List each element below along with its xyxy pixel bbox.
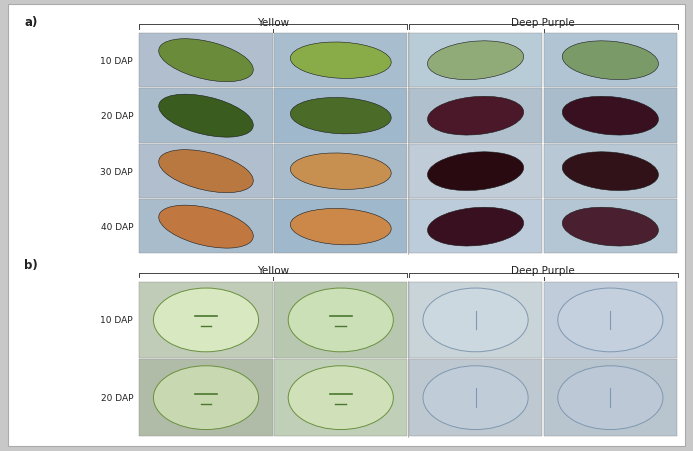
Text: b): b) (24, 258, 38, 271)
Bar (409, 282, 543, 358)
Bar (543, 144, 677, 198)
Text: a): a) (24, 16, 37, 29)
Bar (543, 89, 677, 143)
Bar (274, 34, 407, 88)
Ellipse shape (428, 208, 524, 246)
Bar (409, 359, 543, 436)
Bar (139, 34, 273, 88)
Ellipse shape (558, 366, 663, 430)
Ellipse shape (159, 95, 253, 138)
Ellipse shape (290, 98, 391, 134)
FancyBboxPatch shape (8, 5, 685, 446)
Ellipse shape (159, 150, 253, 193)
Bar (139, 282, 273, 358)
Ellipse shape (159, 40, 253, 83)
Ellipse shape (428, 152, 524, 191)
Ellipse shape (288, 288, 394, 352)
Ellipse shape (290, 43, 391, 79)
Bar (543, 200, 677, 254)
Bar (409, 144, 543, 198)
Ellipse shape (562, 97, 658, 136)
Ellipse shape (290, 154, 391, 190)
Text: Deep Purple: Deep Purple (511, 18, 574, 28)
Bar (274, 200, 407, 254)
Bar (409, 34, 543, 88)
Ellipse shape (428, 97, 524, 136)
Ellipse shape (558, 288, 663, 352)
Bar (274, 144, 407, 198)
Ellipse shape (423, 288, 528, 352)
Text: Deep Purple: Deep Purple (511, 265, 574, 275)
Ellipse shape (428, 42, 524, 80)
Text: 10 DAP: 10 DAP (100, 316, 133, 325)
Bar (543, 359, 677, 436)
Bar (409, 200, 543, 254)
Bar (543, 282, 677, 358)
Text: Yellow: Yellow (257, 18, 290, 28)
Bar (139, 89, 273, 143)
Bar (274, 282, 407, 358)
Bar (409, 89, 543, 143)
Ellipse shape (562, 152, 658, 191)
Ellipse shape (423, 366, 528, 430)
Text: 10 DAP: 10 DAP (100, 56, 133, 65)
Ellipse shape (290, 209, 391, 245)
Text: Yellow: Yellow (257, 265, 290, 275)
Bar (274, 359, 407, 436)
Ellipse shape (288, 366, 394, 430)
Ellipse shape (562, 42, 658, 80)
Bar (274, 89, 407, 143)
Ellipse shape (562, 208, 658, 246)
Ellipse shape (159, 206, 253, 249)
Bar (139, 359, 273, 436)
Text: 40 DAP: 40 DAP (100, 223, 133, 232)
Bar (139, 200, 273, 254)
Ellipse shape (153, 366, 258, 430)
Bar (139, 144, 273, 198)
Text: 20 DAP: 20 DAP (100, 112, 133, 121)
Text: 20 DAP: 20 DAP (100, 393, 133, 402)
Ellipse shape (153, 288, 258, 352)
Bar (543, 34, 677, 88)
Text: 30 DAP: 30 DAP (100, 167, 133, 176)
